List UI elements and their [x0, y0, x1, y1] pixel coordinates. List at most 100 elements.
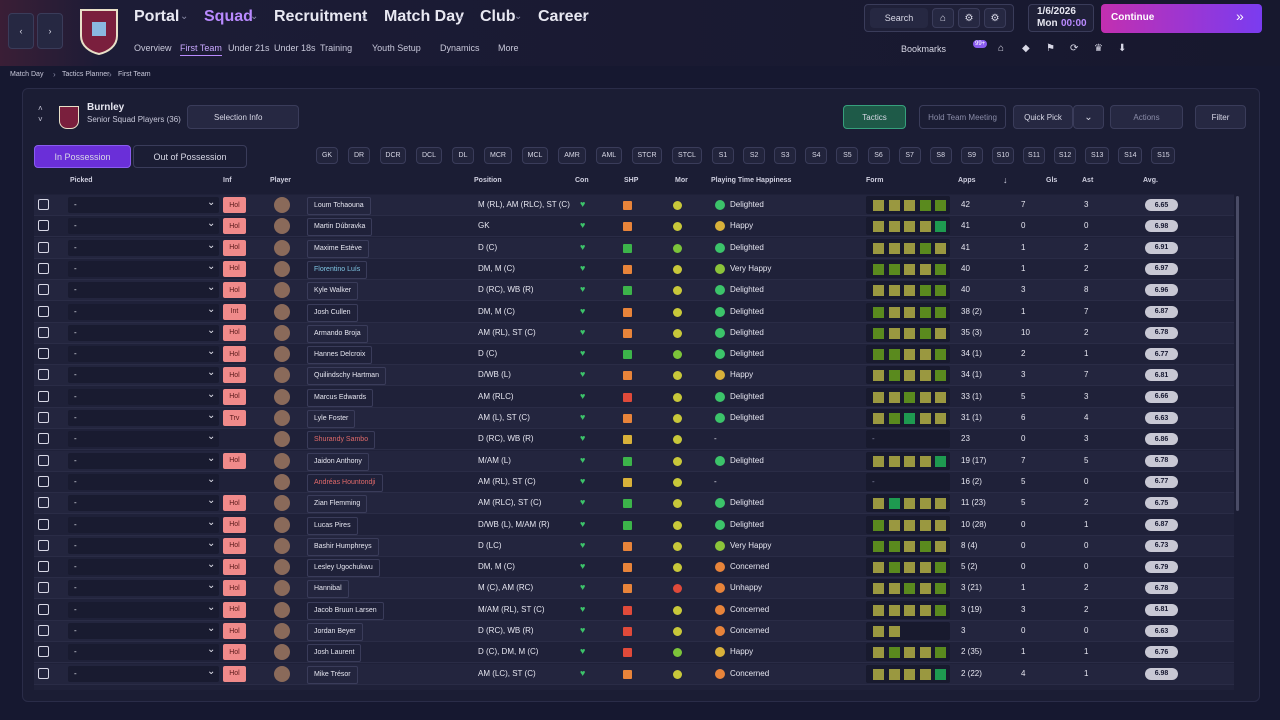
- position-chip[interactable]: MCL: [522, 147, 548, 164]
- picked[interactable]: -: [74, 413, 77, 422]
- inf-badge[interactable]: Hol: [223, 260, 246, 277]
- sub-nav-item[interactable]: Youth Setup: [372, 43, 421, 53]
- picked-dropdown[interactable]: [68, 623, 219, 639]
- column-header[interactable]: Player: [270, 177, 292, 184]
- shortcut-icon[interactable]: ◆: [1022, 43, 1030, 54]
- inf-badge[interactable]: Hol: [223, 324, 246, 341]
- dropdown-arrow[interactable]: ⌄: [207, 452, 216, 464]
- main-nav-item[interactable]: Club: [480, 8, 516, 25]
- column-header[interactable]: Playing Time Happiness: [711, 177, 792, 184]
- tool-icon[interactable]: ⚙: [958, 8, 980, 28]
- player-name-box[interactable]: Jordan Beyer: [307, 623, 363, 641]
- dropdown-arrow[interactable]: ⌄: [207, 537, 216, 549]
- checkbox[interactable]: [38, 412, 49, 423]
- position-chip[interactable]: MCR: [484, 147, 512, 164]
- picked[interactable]: -: [74, 285, 77, 295]
- dropdown-arrow[interactable]: ⌄: [207, 601, 216, 613]
- player-name-box[interactable]: Florentino Luís: [307, 260, 368, 279]
- picked-dropdown[interactable]: [68, 601, 219, 618]
- picked-dropdown[interactable]: [68, 473, 219, 490]
- forward-button[interactable]: ›: [37, 13, 63, 49]
- inf-badge[interactable]: Trv: [223, 410, 246, 426]
- tab[interactable]: Out of Possession: [133, 145, 247, 168]
- picked-dropdown[interactable]: [68, 495, 219, 512]
- column-header[interactable]: Position: [474, 177, 502, 184]
- picked-dropdown[interactable]: [68, 346, 219, 363]
- column-header[interactable]: Form: [866, 177, 884, 184]
- picked-dropdown[interactable]: [68, 367, 219, 384]
- position-chip[interactable]: S9: [960, 147, 983, 164]
- checkbox[interactable]: [38, 497, 49, 509]
- dropdown-arrow[interactable]: ⌄: [207, 410, 216, 421]
- picked[interactable]: -: [74, 221, 77, 231]
- shortcut-icon[interactable]: ⌂: [998, 43, 1005, 54]
- breadcrumb-item[interactable]: Tactics Planner: [62, 71, 110, 78]
- picked-dropdown[interactable]: [68, 282, 219, 299]
- inf-badge[interactable]: Int: [223, 303, 246, 320]
- inf-badge[interactable]: Hol: [223, 537, 246, 554]
- picked-dropdown[interactable]: [68, 218, 219, 235]
- tool-icon[interactable]: ⚙: [984, 8, 1006, 28]
- dropdown-arrow[interactable]: ⌄: [207, 197, 216, 208]
- checkbox[interactable]: [38, 625, 49, 636]
- checkbox[interactable]: [38, 518, 49, 530]
- inf-badge[interactable]: Hol: [223, 665, 246, 682]
- sub-nav-item[interactable]: Under 21s: [228, 43, 270, 53]
- player-name-box[interactable]: Bashir Humphreys: [307, 537, 379, 556]
- checkbox[interactable]: [38, 326, 49, 338]
- dropdown-arrow[interactable]: ⌄: [207, 516, 216, 528]
- picked-dropdown[interactable]: [68, 665, 219, 682]
- column-header[interactable]: Mor: [675, 177, 688, 184]
- checkbox[interactable]: [38, 475, 49, 487]
- picked-dropdown[interactable]: [68, 559, 219, 576]
- checkbox[interactable]: [38, 305, 49, 317]
- checkbox[interactable]: [38, 262, 49, 274]
- dropdown-arrow[interactable]: ⌄: [207, 346, 216, 358]
- picked[interactable]: -: [74, 668, 77, 678]
- sub-nav-item[interactable]: Training: [320, 43, 353, 53]
- dropdown-arrow[interactable]: ⌄: [207, 218, 216, 230]
- dropdown-arrow[interactable]: ⌄: [207, 388, 216, 400]
- picked[interactable]: -: [74, 604, 77, 614]
- inf-badge[interactable]: Hol: [223, 580, 246, 597]
- hold-meeting[interactable]: Hold Team Meeting: [919, 105, 1006, 129]
- picked[interactable]: -: [74, 626, 77, 635]
- checkbox[interactable]: [38, 582, 49, 594]
- picked-dropdown[interactable]: [68, 239, 219, 256]
- column-header[interactable]: SHP: [624, 177, 639, 184]
- quick-pick[interactable]: Quick Pick: [1013, 105, 1073, 129]
- tool-icon[interactable]: ⌂: [932, 8, 954, 28]
- checkbox[interactable]: [38, 199, 49, 210]
- position-chip[interactable]: S8: [929, 147, 952, 164]
- continue-button[interactable]: [1101, 4, 1262, 33]
- column-header[interactable]: Apps: [958, 177, 976, 184]
- player-name-box[interactable]: Josh Cullen: [307, 303, 358, 322]
- picked-dropdown[interactable]: [68, 388, 219, 405]
- player-name-box[interactable]: Kyle Walker: [307, 282, 359, 301]
- main-nav-item[interactable]: Portal: [134, 8, 180, 25]
- shortcut-icon[interactable]: ⟳: [1070, 43, 1079, 54]
- player-name-box[interactable]: Zian Flemming: [307, 495, 368, 514]
- picked[interactable]: -: [74, 562, 77, 572]
- picked[interactable]: -: [74, 498, 77, 508]
- dropdown-arrow[interactable]: ⌄: [207, 303, 216, 315]
- picked[interactable]: -: [74, 391, 77, 401]
- column-header[interactable]: Ast: [1082, 177, 1094, 184]
- dropdown-arrow[interactable]: ⌄: [207, 644, 216, 656]
- selection-info[interactable]: Selection Info: [187, 105, 299, 129]
- player-name-box[interactable]: Lesley Ugochukwu: [307, 559, 380, 578]
- tactics-button[interactable]: Tactics: [843, 105, 906, 129]
- picked[interactable]: -: [74, 263, 77, 273]
- picked[interactable]: -: [74, 583, 77, 593]
- checkbox[interactable]: [38, 369, 49, 381]
- position-chip[interactable]: S10: [991, 147, 1014, 164]
- position-chip[interactable]: STCR: [632, 147, 662, 164]
- position-chip[interactable]: AMR: [558, 147, 586, 164]
- picked[interactable]: -: [74, 540, 77, 550]
- picked[interactable]: -: [74, 242, 77, 252]
- shortcut-icon[interactable]: ⬇: [1118, 43, 1127, 54]
- picked-dropdown[interactable]: [68, 452, 219, 469]
- player-name-box[interactable]: Mike Trésor: [307, 665, 358, 684]
- dropdown-arrow[interactable]: ⌄: [207, 580, 216, 592]
- player-name-box[interactable]: Armando Broja: [307, 324, 368, 343]
